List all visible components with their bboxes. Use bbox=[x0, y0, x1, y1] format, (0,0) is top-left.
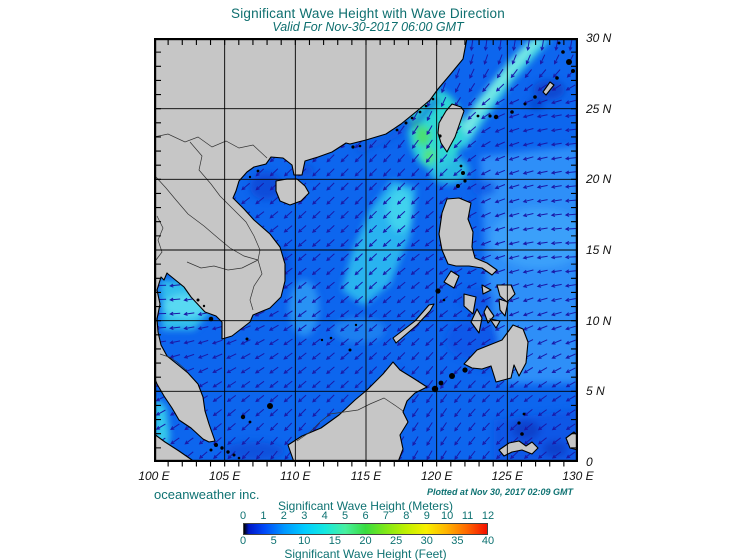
colorbar-tick-feet: 35 bbox=[451, 535, 464, 547]
colorbar-gradient bbox=[243, 523, 488, 535]
lon-label: 125 E bbox=[491, 469, 524, 483]
colorbar-tick-meters: 4 bbox=[321, 510, 328, 522]
colorbar-tick-meters: 0 bbox=[239, 510, 247, 522]
colorbar-caption-feet: Significant Wave Height (Feet) bbox=[284, 547, 447, 560]
lat-label: 0 bbox=[586, 455, 593, 469]
wave-height-color-field bbox=[154, 38, 578, 462]
map-canvas bbox=[154, 38, 578, 467]
island-mindanao bbox=[463, 324, 529, 383]
lon-label: 130 E bbox=[562, 469, 594, 483]
island-taiwan bbox=[437, 103, 465, 153]
lat-label: 20 N bbox=[586, 172, 612, 187]
lat-label: 30 N bbox=[586, 31, 612, 45]
colorbar-tick-meters: 7 bbox=[382, 510, 389, 522]
country-borders bbox=[154, 133, 404, 442]
lat-label: 25 N bbox=[586, 101, 612, 116]
colorbar-caption-meters: Significant Wave Height (Meters) bbox=[278, 499, 453, 513]
colorbar-tick-feet: 40 bbox=[481, 535, 495, 547]
colorbar-tick-meters: 5 bbox=[342, 510, 349, 522]
colorbar-tick-feet: 15 bbox=[328, 535, 341, 547]
colorbar-tick-meters: 8 bbox=[403, 510, 410, 522]
colorbar-tick-meters: 1 bbox=[260, 510, 267, 522]
colorbar-tick-feet: 25 bbox=[390, 535, 403, 547]
land-masses bbox=[154, 38, 578, 462]
lat-label: 5 N bbox=[586, 384, 605, 399]
lon-label: 100 E bbox=[138, 469, 170, 483]
colorbar-tick-meters: 2 bbox=[280, 510, 287, 522]
island-panay bbox=[463, 293, 477, 315]
map-frame bbox=[154, 38, 578, 462]
colorbar-tick-meters: 11 bbox=[461, 510, 474, 522]
colorbar-tick-meters: 3 bbox=[301, 510, 308, 522]
colorbar-tick-feet: 5 bbox=[270, 535, 277, 547]
island-luzon bbox=[438, 197, 498, 276]
island-palawan bbox=[392, 303, 435, 344]
lon-label: 105 E bbox=[208, 469, 241, 483]
colorbar-tick-feet: 10 bbox=[298, 535, 311, 547]
chart-subtitle: Valid For Nov-30-2017 06:00 GMT bbox=[272, 20, 464, 34]
small-islands bbox=[196, 41, 575, 460]
lat-label: 15 N bbox=[586, 243, 612, 257]
lon-label: 115 E bbox=[350, 469, 382, 483]
graticule-grid bbox=[154, 38, 578, 462]
colorbar-tick-feet: 20 bbox=[359, 535, 372, 547]
colorbar-tick-feet: 30 bbox=[420, 535, 433, 547]
colorbar-tick-meters: 12 bbox=[481, 510, 495, 522]
degree-tick-marks bbox=[156, 40, 576, 467]
credit-text: oceanweather inc. bbox=[154, 487, 260, 502]
colorbar-tick-feet: 0 bbox=[239, 535, 247, 547]
land-china-indochina bbox=[154, 38, 468, 443]
island-mindoro bbox=[443, 270, 460, 289]
chart-title: Significant Wave Height with Wave Direct… bbox=[231, 6, 505, 21]
colorbar-tick-meters: 6 bbox=[362, 510, 369, 522]
island-masbate bbox=[481, 284, 492, 295]
land-borneo bbox=[287, 361, 428, 462]
lon-label: 110 E bbox=[280, 469, 311, 483]
island-halmahera bbox=[565, 431, 578, 451]
colorbar-tick-meters: 9 bbox=[423, 510, 430, 522]
island-bohol bbox=[489, 318, 501, 329]
island-sulawesi-tip bbox=[498, 440, 539, 457]
plotted-timestamp: Plotted at Nov 30, 2017 02:09 GMT bbox=[426, 487, 573, 497]
island-okinawa bbox=[542, 81, 555, 96]
lat-label: 10 N bbox=[586, 313, 612, 328]
colorbar-tick-meters: 10 bbox=[441, 510, 454, 522]
lon-label: 120 E bbox=[420, 469, 453, 483]
island-samar bbox=[496, 284, 516, 303]
